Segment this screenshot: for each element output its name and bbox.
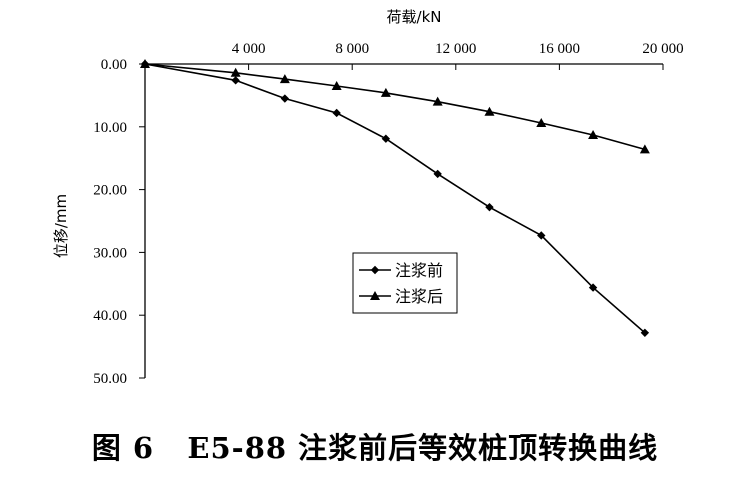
data-point: [380, 87, 391, 97]
figure-caption: 图 6 E5-88 注浆前后等效桩顶转换曲线: [0, 425, 750, 467]
data-point: [639, 144, 650, 154]
x-tick-label: 12 000: [435, 41, 476, 57]
data-point: [588, 283, 598, 292]
axes: 4 000 8 000 12 000 16 000 20 000 0.00 10.00 20.…: [52, 8, 684, 387]
x-axis-title: 荷载/kN: [387, 8, 442, 26]
series-1: [140, 59, 650, 337]
legend-marker: [370, 265, 380, 275]
data-point: [140, 59, 150, 68]
series-line: [144, 63, 646, 151]
data-point: [279, 74, 290, 84]
x-tick-label: 20 000: [642, 41, 683, 57]
y-tick-label: 10.00: [93, 120, 127, 136]
data-point: [433, 169, 442, 179]
data-point: [230, 67, 241, 77]
y-tick-label: 30.00: [93, 245, 127, 261]
y-tick-label: 40.00: [93, 308, 127, 324]
data-point: [484, 106, 495, 116]
y-tick-label: 0.00: [101, 57, 127, 73]
data-point: [231, 76, 240, 85]
data-point: [432, 96, 443, 106]
caption-text: E5-88 注浆前后等效桩顶转换曲线: [187, 431, 659, 465]
legend-label: 注浆前: [395, 261, 443, 280]
series-layer: [140, 59, 650, 337]
data-point: [331, 80, 342, 90]
data-point: [588, 129, 599, 139]
x-tick-label: 16 000: [539, 41, 580, 57]
x-tick-label: 8 000: [335, 41, 369, 57]
legend-marker: [370, 291, 380, 300]
data-point: [485, 202, 494, 212]
x-tick-label: 4 000: [232, 41, 266, 57]
y-axis-title: 位移/mm: [52, 194, 70, 258]
caption-figure-label: 图 6: [91, 431, 155, 465]
data-point: [280, 94, 290, 103]
legend-label: 注浆后: [395, 287, 443, 306]
series-2: [140, 59, 650, 154]
y-tick-label: 20.00: [93, 183, 127, 199]
data-point: [381, 134, 391, 143]
legend-box: [352, 252, 458, 314]
data-point: [537, 231, 546, 240]
data-point: [332, 108, 341, 118]
series-line: [144, 63, 646, 334]
data-point: [640, 328, 650, 337]
load-settlement-chart: 4 000 8 000 12 000 16 000 20 000 0.00 10.00 20.…: [52, 8, 684, 387]
data-point: [536, 118, 547, 128]
y-tick-label: 50.00: [93, 371, 127, 387]
